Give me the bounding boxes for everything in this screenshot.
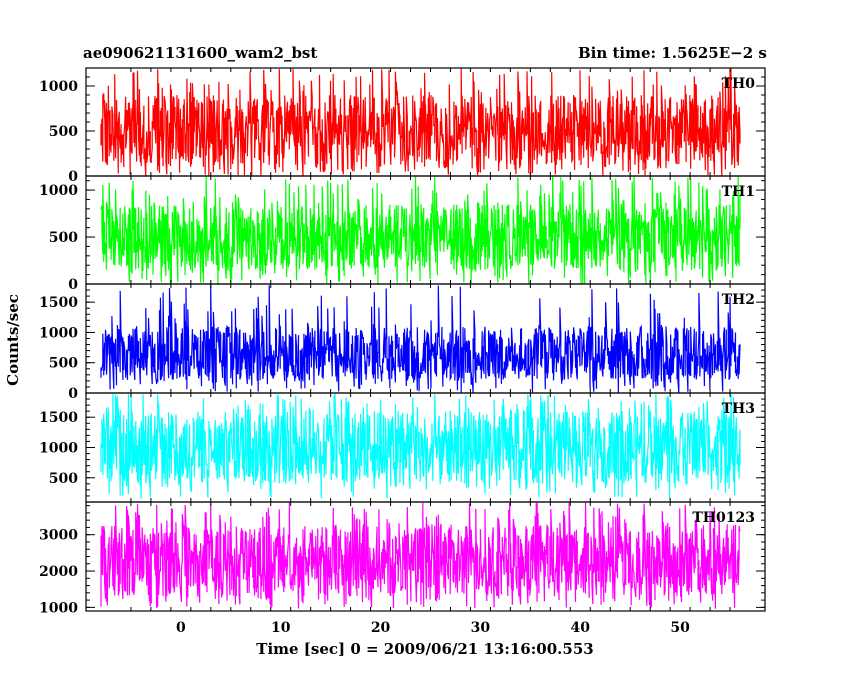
y-tick-label: 500 (49, 356, 78, 372)
x-tick-label: 0 (176, 620, 186, 636)
y-tick-label: 1500 (39, 295, 78, 311)
y-tick-label: 1000 (39, 183, 78, 199)
series-label-th1: TH1 (722, 184, 755, 200)
series-th0123 (100, 501, 741, 609)
series-th1 (100, 176, 741, 285)
series-label-th0: TH0 (722, 76, 756, 92)
series-th2 (100, 285, 741, 393)
y-tick-label: 0 (68, 386, 78, 402)
y-tick-label: 3000 (39, 528, 78, 544)
y-tick-label: 1000 (39, 441, 78, 457)
x-tick-label: 50 (670, 620, 690, 636)
series-label-th2: TH2 (722, 292, 755, 308)
y-tick-label: 1000 (39, 600, 78, 616)
chart-title: ae090621131600_wam2_bst (83, 44, 318, 62)
x-tick-label: 10 (271, 620, 291, 636)
y-tick-label: 0 (68, 169, 78, 185)
x-tick-label: 20 (371, 620, 391, 636)
series-th0 (100, 68, 741, 177)
y-tick-label: 500 (49, 124, 78, 140)
y-tick-label: 500 (49, 471, 78, 487)
panel-frame (85, 501, 766, 612)
y-tick-label: 1500 (39, 410, 78, 426)
x-tick-label: 30 (471, 620, 491, 636)
series-th3 (100, 393, 741, 499)
y-tick-label: 1000 (39, 79, 78, 95)
bin-time-label: Bin time: 1.5625E−2 s (578, 44, 767, 62)
y-tick-label: 0 (68, 277, 78, 293)
y-tick-label: 2000 (39, 564, 78, 580)
y-tick-label: 500 (49, 230, 78, 246)
y-tick-label: 1000 (39, 325, 78, 341)
x-axis-label: Time [sec] 0 = 2009/06/21 13:16:00.553 (256, 640, 593, 658)
x-tick-label: 40 (571, 620, 591, 636)
y-axis-label: Counts/sec (4, 294, 22, 386)
series-label-th3: TH3 (722, 401, 755, 417)
series-label-th0123: TH0123 (692, 510, 755, 526)
